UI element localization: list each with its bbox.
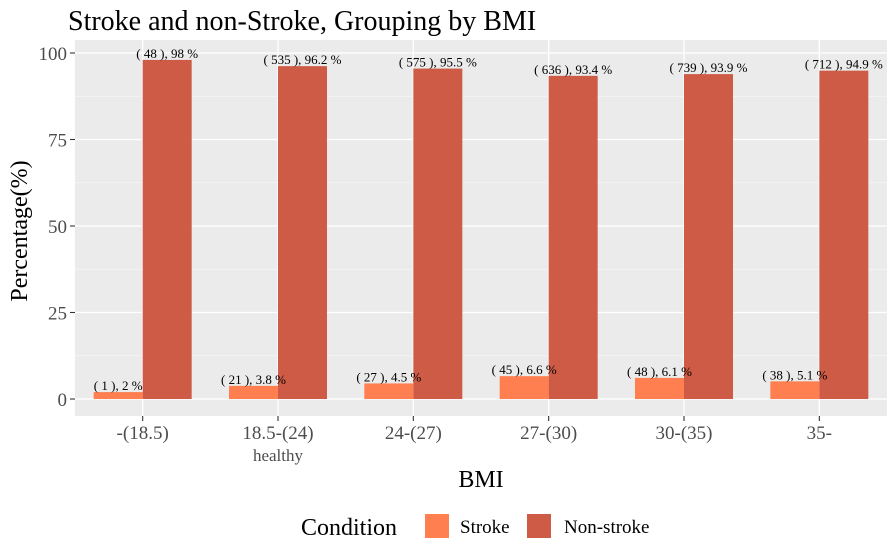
non-stroke-bar-label-5: ( 712 ), 94.9 % [805, 57, 883, 72]
y-tick-label: 100 [39, 44, 68, 65]
x-axis-title: BMI [458, 467, 503, 493]
y-axis: 0 25 50 75 100 [39, 44, 75, 411]
non-stroke-bar-4 [684, 74, 733, 399]
non-stroke-bar-label-1: ( 535 ), 96.2 % [264, 52, 342, 67]
y-tick-label: 75 [48, 131, 67, 152]
x-tick-label: 35- [807, 423, 832, 444]
stroke-bar-label-4: ( 48 ), 6.1 % [627, 364, 692, 379]
non-stroke-bar-2 [413, 68, 463, 399]
stroke-bar-label-0: ( 1 ), 2 % [94, 378, 143, 393]
x-tick-label: -(18.5) [117, 423, 169, 444]
legend: Condition Stroke Non-stroke [301, 514, 649, 541]
y-tick-label: 0 [58, 390, 68, 411]
y-tick-label: 25 [48, 304, 67, 325]
non-stroke-legend-swatch [527, 514, 551, 538]
stroke-bar-label-1: ( 21 ), 3.8 % [221, 372, 286, 387]
chart-title: Stroke and non-Stroke, Grouping by BMI [68, 6, 536, 37]
stroke-legend-swatch [425, 514, 449, 538]
stroke-bar-label-5: ( 38 ), 5.1 % [762, 367, 827, 382]
non-stroke-bar-label-2: ( 575 ), 95.5 % [399, 55, 477, 70]
legend-title: Condition [301, 515, 397, 541]
stroke-legend-label: Stroke [460, 517, 510, 538]
bar-labels: ( 1 ), 2 % ( 21 ), 3.8 % ( 27 ), 4.5 % ( 45… [94, 46, 883, 393]
non-stroke-bar-0 [142, 59, 192, 400]
non-stroke-bar-label-4: ( 739 ), 93.9 % [670, 60, 748, 75]
stroke-bar-label-3: ( 45 ), 6.6 % [492, 362, 557, 377]
stroke-bar-2 [364, 383, 414, 399]
stroke-bar-5 [770, 381, 820, 399]
stroke-bar-1 [229, 385, 278, 399]
stroke-bar-4 [635, 377, 684, 399]
x-tick-label: 27-(30) [520, 423, 577, 444]
non-stroke-bar-5 [819, 70, 869, 399]
stroke-bar-0 [93, 392, 143, 399]
y-tick-label: 50 [48, 217, 67, 238]
x-tick-label: 30-(35) [656, 423, 713, 444]
stroke-bar-label-2: ( 27 ), 4.5 % [356, 369, 421, 384]
non-stroke-bar-label-0: ( 48 ), 98 % [136, 46, 198, 61]
x-axis: -(18.5) 18.5-(24) healthy 24-(27) 27-(30) 30-… [117, 416, 832, 465]
non-stroke-bar-1 [278, 66, 327, 399]
non-stroke-bar-label-3: ( 636 ), 93.4 % [534, 62, 612, 77]
x-tick-sublabel: healthy [253, 446, 304, 465]
stroke-bar-3 [499, 376, 549, 399]
non-stroke-legend-label: Non-stroke [564, 517, 649, 538]
y-axis-title: Percentage(%) [7, 160, 33, 301]
plot-panel [75, 40, 887, 416]
non-stroke-bar-3 [548, 75, 598, 399]
x-tick-label: 18.5-(24) [242, 423, 313, 444]
x-tick-label: 24-(27) [385, 423, 442, 444]
bars [93, 59, 869, 400]
